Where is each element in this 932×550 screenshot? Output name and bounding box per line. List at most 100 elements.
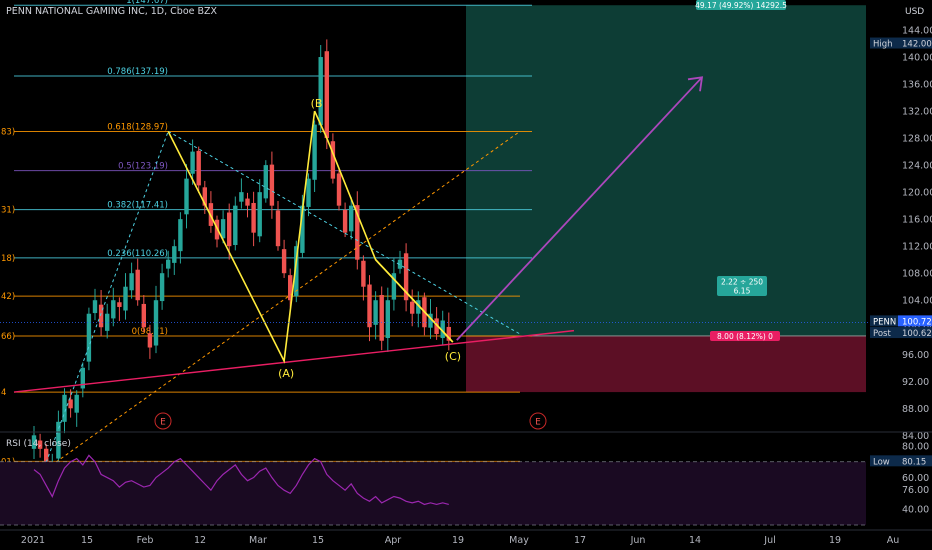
price-tag-value-bg [898, 327, 932, 339]
candle [330, 133, 336, 184]
candle [257, 179, 262, 243]
candle-body [416, 300, 421, 314]
candle [342, 202, 348, 238]
price-tag-name-bg [870, 455, 898, 467]
candle-body [288, 275, 293, 301]
candle [367, 275, 372, 342]
event-marker-circle [529, 412, 547, 430]
level-left-label: 4 [1, 388, 6, 398]
candle-body [166, 259, 171, 269]
candle-body [275, 210, 281, 247]
candle-body [281, 249, 287, 274]
candle [86, 307, 92, 371]
price-axis-tick: 84.00 [902, 431, 929, 442]
candle [147, 324, 153, 359]
price-tag-value: 80.15 [902, 457, 926, 467]
candle-body [37, 440, 43, 449]
candle [117, 297, 122, 322]
projection-arrow-head [687, 76, 704, 92]
event-marker-circle [154, 412, 172, 430]
candle-body [68, 399, 73, 409]
candle [281, 239, 287, 278]
time-axis-tick: Apr [385, 535, 402, 546]
wave-label-b: (B [311, 97, 323, 110]
candle-body [318, 57, 323, 126]
price-tag-high: High 142.00 [870, 37, 932, 50]
chart-title: PENN NATIONAL GAMING INC, 1D, Cboe BZX [6, 6, 218, 17]
candle-body [391, 273, 397, 300]
time-axis-tick: 19 [829, 535, 841, 546]
rsi-axis-tick: 80.00 [902, 441, 929, 452]
candle-body [269, 164, 275, 206]
candle [324, 39, 329, 150]
candle-body [349, 205, 354, 232]
candle-body [31, 435, 37, 449]
candle-body [105, 313, 110, 331]
candle-body [44, 448, 49, 470]
time-axis-tick: May [509, 535, 529, 546]
candle-body [74, 394, 79, 413]
candle [233, 196, 238, 251]
candle [166, 250, 171, 278]
candle [336, 168, 342, 211]
candle-body [129, 273, 134, 291]
pattern-upper-line [375, 259, 454, 343]
time-axis-tick: Jul [763, 535, 775, 546]
profit-zone [466, 5, 866, 336]
candle [135, 258, 140, 306]
candle-body [251, 202, 256, 233]
candle-body [373, 300, 378, 325]
stop-label-bg [710, 331, 780, 341]
candle-body [123, 286, 128, 311]
trend-dashed-cyan-down [167, 130, 521, 335]
candle-body [342, 209, 348, 233]
fib-level-label: 0.382(117.41) [107, 201, 168, 211]
event-marker-label: E [160, 418, 166, 428]
candle [98, 289, 104, 337]
rsi-axis-tick: 60.00 [902, 473, 929, 484]
candle-body [227, 212, 232, 247]
loss-zone [466, 335, 866, 393]
candle-body [80, 367, 85, 389]
candle [416, 291, 421, 328]
candle [288, 268, 293, 308]
price-tag-name-bg [870, 37, 898, 49]
candle [105, 303, 110, 339]
fib-left-label: 18) [1, 254, 15, 264]
price-tag-name: High [873, 40, 893, 50]
candle-body [403, 253, 409, 301]
candle-body [330, 141, 336, 179]
price-tag-value-bg [898, 455, 932, 467]
price-tag-name-bg [870, 315, 898, 327]
price-tag-value-bg [898, 37, 932, 49]
price-axis-tick: 132.00 [902, 107, 932, 118]
candle-body [147, 333, 153, 348]
candle-body [434, 318, 439, 334]
price-tag-value: 100.62 [902, 329, 932, 339]
candle [312, 120, 317, 193]
candle [318, 45, 323, 133]
time-axis-tick: 17 [574, 535, 586, 546]
candle [239, 178, 244, 209]
candle [434, 307, 439, 340]
time-axis-tick: 14 [689, 535, 701, 546]
projection-arrow [456, 76, 703, 341]
time-axis-tick: 15 [312, 535, 324, 546]
candle [275, 201, 281, 251]
fib-level-label: 0.618(128.97) [107, 123, 168, 133]
time-axis-tick: 19 [452, 535, 464, 546]
candle [410, 289, 415, 327]
candle [202, 180, 207, 214]
candle [153, 285, 159, 354]
fib-level-label: 1(147.67) [126, 0, 168, 6]
candle-body [306, 178, 311, 207]
candle [56, 410, 61, 464]
trend-dashed-orange [45, 130, 521, 470]
candle [294, 240, 299, 303]
candle-body [428, 313, 433, 328]
ratio-label-text: 2.22 ÷ 250 [721, 278, 763, 287]
price-axis-tick: 104.00 [902, 296, 932, 307]
candle-body [367, 284, 372, 328]
candle-body [440, 320, 445, 339]
